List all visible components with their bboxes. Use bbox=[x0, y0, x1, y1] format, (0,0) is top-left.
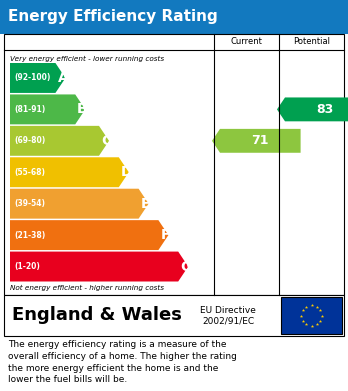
Polygon shape bbox=[10, 126, 109, 156]
Text: B: B bbox=[77, 102, 88, 117]
Text: (1-20): (1-20) bbox=[14, 262, 40, 271]
Text: (39-54): (39-54) bbox=[14, 199, 45, 208]
Text: A: A bbox=[57, 71, 68, 85]
Bar bbox=[281, 297, 342, 334]
Text: E: E bbox=[141, 197, 150, 211]
Text: F: F bbox=[160, 228, 170, 242]
Text: G: G bbox=[180, 260, 192, 274]
Polygon shape bbox=[212, 129, 301, 153]
Text: Energy Efficiency Rating: Energy Efficiency Rating bbox=[8, 9, 218, 25]
Polygon shape bbox=[10, 189, 149, 219]
Polygon shape bbox=[10, 220, 168, 250]
Text: (55-68): (55-68) bbox=[14, 168, 45, 177]
Text: EU Directive
2002/91/EC: EU Directive 2002/91/EC bbox=[200, 306, 256, 325]
Polygon shape bbox=[10, 157, 129, 187]
Text: 83: 83 bbox=[317, 103, 334, 116]
Bar bbox=[4, 34, 344, 295]
Text: The energy efficiency rating is a measure of the
overall efficiency of a home. T: The energy efficiency rating is a measur… bbox=[8, 340, 237, 384]
Text: Very energy efficient - lower running costs: Very energy efficient - lower running co… bbox=[10, 56, 164, 62]
Text: 71: 71 bbox=[252, 135, 269, 147]
Text: (69-80): (69-80) bbox=[14, 136, 45, 145]
Text: C: C bbox=[101, 134, 111, 148]
Bar bbox=[4, 295, 344, 336]
Text: England & Wales: England & Wales bbox=[12, 307, 182, 325]
Polygon shape bbox=[10, 63, 65, 93]
Text: Current: Current bbox=[231, 38, 262, 47]
Polygon shape bbox=[277, 97, 348, 121]
Bar bbox=[0, 0, 348, 34]
Polygon shape bbox=[10, 251, 188, 282]
Text: (81-91): (81-91) bbox=[14, 105, 45, 114]
Text: Not energy efficient - higher running costs: Not energy efficient - higher running co… bbox=[10, 285, 164, 291]
Text: D: D bbox=[121, 165, 132, 179]
Text: (21-38): (21-38) bbox=[14, 231, 45, 240]
Polygon shape bbox=[10, 95, 85, 124]
Text: Potential: Potential bbox=[293, 38, 330, 47]
Text: (92-100): (92-100) bbox=[14, 74, 50, 83]
